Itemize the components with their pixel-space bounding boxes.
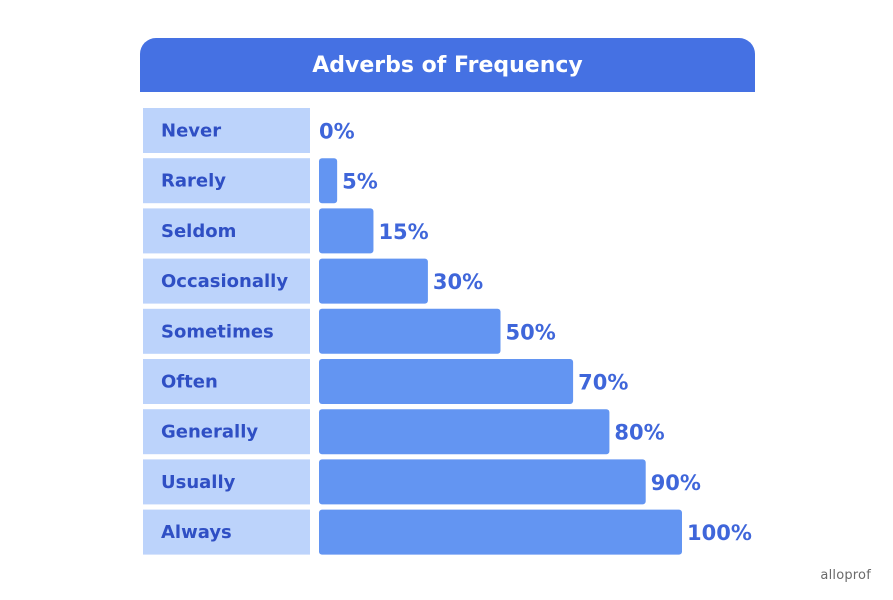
label-cell-occasionally <box>143 258 310 304</box>
category-label-never: Never <box>161 121 221 142</box>
bar-occasionally <box>319 258 428 304</box>
chart-title-bar: Adverbs of Frequency <box>140 38 755 92</box>
category-label-always: Always <box>161 522 232 543</box>
brand-logo: alloprof <box>820 568 871 583</box>
label-cell-sometimes <box>143 308 310 354</box>
value-label-occasionally: 30% <box>433 270 483 294</box>
value-label-sometimes: 50% <box>506 320 556 344</box>
category-label-generally: Generally <box>161 422 258 443</box>
category-label-usually: Usually <box>161 472 236 493</box>
category-label-seldom: Seldom <box>161 221 236 242</box>
label-cell-often <box>143 359 310 404</box>
category-label-occasionally: Occasionally <box>161 271 288 292</box>
value-label-rarely: 5% <box>342 170 378 194</box>
chart-title: Adverbs of Frequency <box>312 52 583 78</box>
label-cell-generally <box>143 409 310 455</box>
value-label-seldom: 15% <box>378 220 428 244</box>
bar-usually <box>319 459 646 505</box>
category-label-often: Often <box>161 372 218 393</box>
bar-often <box>319 359 574 404</box>
category-label-rarely: Rarely <box>161 171 226 192</box>
label-cell-seldom <box>143 208 310 254</box>
value-label-always: 100% <box>687 521 752 545</box>
label-cell-never <box>143 108 310 153</box>
label-cell-rarely <box>143 158 310 204</box>
label-cell-always <box>143 509 310 555</box>
category-label-sometimes: Sometimes <box>161 321 274 342</box>
label-cell-usually <box>143 459 310 505</box>
bar-sometimes <box>319 308 501 354</box>
value-label-often: 70% <box>578 371 628 395</box>
bar-always <box>319 509 682 555</box>
value-label-never: 0% <box>319 120 355 144</box>
value-label-usually: 90% <box>651 471 701 495</box>
bar-seldom <box>319 208 374 254</box>
bar-generally <box>319 409 610 455</box>
bar-rarely <box>319 158 338 204</box>
value-label-generally: 80% <box>614 421 664 445</box>
